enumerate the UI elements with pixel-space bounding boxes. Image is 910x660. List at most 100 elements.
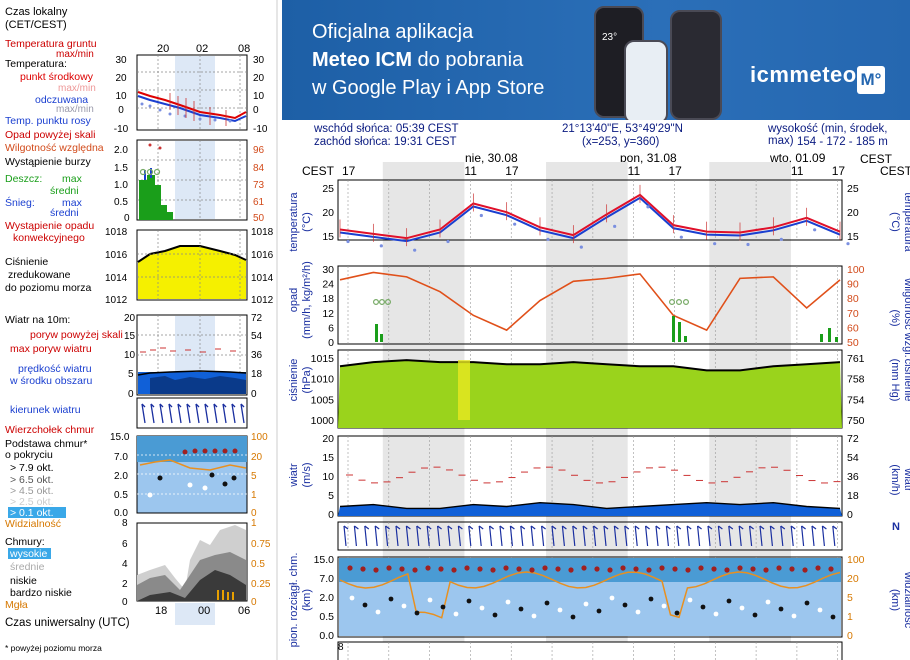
cloud-base-dot [544,600,550,606]
wind-arrow [728,525,732,547]
legend-cov-tick-3: 2 [122,579,128,590]
legend-cov-tick-4: 0 [122,597,128,608]
wind-arrow-barb [759,525,765,530]
day-label: pon, 31.08 [620,151,677,165]
hour-label: 17 [668,164,682,178]
legend-hum-tick-4: 50 [253,213,265,224]
legend-vis-tick-1: 20 [251,452,263,463]
press-tick: 1005 [311,394,335,406]
hour-label: 17 [505,164,519,178]
legend-verylow: bardzo niskie [10,587,72,599]
mmhg-tick: 754 [847,394,865,406]
wind-arrow-barb [572,525,578,530]
cloud-panel [337,556,843,638]
legend-precip-tick-2: 1.0 [114,180,128,191]
felt-temp-line [339,196,841,243]
legend-temp-rtick-20: 20 [253,73,265,84]
cloud-top-dot [477,566,483,572]
wind-arrow-barb [697,525,702,530]
height-values: 154 - 172 - 185 m [797,136,888,148]
legend-wind-tick-4: 0 [128,389,134,400]
cloud-top-dot [685,567,691,573]
day-label: nie, 30.08 [465,151,518,165]
cloud-top-dot [672,566,678,572]
legend-wind-kmh-4: 0 [251,389,257,400]
cloud-base-dot [440,604,446,610]
wind-arrow-barb [780,525,786,530]
hum-tick: 90 [847,279,859,291]
cloud-base-dot [596,608,602,614]
cloud-tick: 0.5 [319,611,334,623]
legend-wind-arrows [141,403,245,424]
cloud-top-dot [568,567,574,573]
cloud-top-dot [386,565,392,571]
cloud-top-band [339,558,841,582]
legend-wind-arrow-barb [240,403,245,408]
legend-hum-tick-2: 73 [253,180,265,191]
legend-press-tick-1: 1016 [105,250,128,261]
cest-left: CEST [302,164,335,178]
wind-arrow [697,525,701,547]
temp-tick: 15 [322,231,334,243]
cloud-base-dot [518,606,524,612]
legend-snow-bar2 [150,168,152,178]
legend-wind-arrow-barb [177,403,182,408]
wind-arrow [385,525,389,547]
legend-fog: Mgła [5,599,28,611]
legend-wind-tick-0: 20 [124,313,136,324]
wind-arrow-barb [790,525,796,530]
cloud-top-dot [737,565,743,571]
dewpoint-dot [646,205,650,209]
legend-temp-rtick-0: 0 [253,105,259,116]
mmhg-tick: 750 [847,415,865,427]
legend-temp-tick-30: 30 [115,55,127,66]
precip-tick: 6 [328,322,334,334]
rain-bar [678,322,681,342]
legend-felt-maxmin: max/min [56,104,94,115]
height-label: wysokość (min, środek, max) [768,123,888,147]
cloud-base-dot [778,606,784,612]
wind-arrow [541,525,545,547]
legend-wind-arrow [204,403,209,424]
wind-kmh-tick: 36 [847,471,859,483]
wind-arrow [405,525,409,547]
legend-high: wysokie [9,548,48,560]
vis-tick: 1 [847,611,853,623]
rain-bar [684,336,687,342]
legend-utc: Czas uniwersalny (UTC) [5,617,130,629]
legend-okt45: > 4.5 okt. [10,485,54,497]
banner-text: Oficjalna aplikacja Meteo ICM do pobrani… [312,18,544,102]
cloud-top-dot [711,566,717,572]
app-banner[interactable]: Oficjalna aplikacja Meteo ICM do pobrani… [282,0,910,120]
wind-arrow-barb [655,525,661,530]
precip-tick: 12 [322,308,334,320]
wind-arrow [364,525,368,547]
rain-bar [380,334,383,342]
legend-wind-arrow [222,403,227,424]
wind-arrow-barb [447,525,453,530]
cloud-base-dot [505,599,511,605]
legend-cloud-top [137,436,247,462]
dewpoint-dot [546,237,550,241]
wind-arrow [780,525,784,547]
wind-arrow [457,525,461,547]
cloud-top-dot [373,567,379,573]
legend-temp-night [175,56,215,129]
wind-arrow [811,525,815,547]
cloud-base-dot [752,612,758,618]
legend-clouds: Chmury: [5,536,45,548]
legend-cloud-base: Podstawa chmur* [5,438,87,450]
cest-right: CEST [860,152,893,166]
cloud-top-dot [464,565,470,571]
cloud-base-dot [804,600,810,606]
banner-line2-rest: do pobrania [412,49,524,71]
cloud-top-dot [516,566,522,572]
press-axis-label: ciśnienie [288,359,300,402]
legend-wind-kmh-2: 36 [251,350,263,361]
cloud-top-dot [815,565,821,571]
mmhg-tick: 761 [847,353,865,365]
legend-wind-arrow-barb [213,403,218,408]
cloud-top-dot [451,567,457,573]
wind-arrow [645,525,649,547]
dewpoint-dot [513,222,517,226]
